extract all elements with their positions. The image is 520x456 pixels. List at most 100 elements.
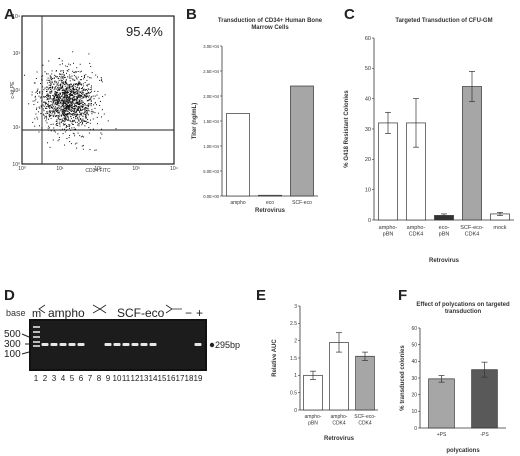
flow-event-dot [57,95,59,97]
flow-event-dot [36,71,38,73]
flow-event-dot [82,92,84,93]
flow-event-dot [82,97,84,99]
flow-event-dot [50,107,52,109]
flow-event-dot [76,71,77,73]
y-tick-label: 2.5 [290,321,297,327]
flow-event-dot [73,74,75,76]
flow-event-dot [41,100,43,102]
flow-event-dot [43,110,45,112]
flow-event-dot [69,99,71,101]
flow-event-dot [49,108,51,110]
lane-number: 12 [131,374,140,383]
flow-event-dot [66,87,68,88]
flow-event-dot [85,112,87,114]
flow-event-dot [78,120,80,122]
flow-event-dot [80,83,82,85]
flow-event-dot [62,99,64,101]
flow-event-dot [88,99,90,101]
flow-event-dot [46,118,48,120]
flow-event-dot [59,88,61,90]
flow-event-dot [52,102,54,104]
x-category-label: eco- [439,225,450,231]
flow-event-dot [66,138,68,139]
flow-event-dot [48,111,50,113]
flow-event-dot [81,109,83,111]
flow-event-dot [75,114,77,116]
x-axis-label: Retrovirus [324,436,355,442]
flow-event-dot [47,73,49,75]
flow-event-dot [38,111,39,113]
flow-event-dot [46,79,48,81]
flow-event-dot [48,118,50,120]
flow-event-dot [87,114,89,116]
flow-event-dot [85,93,87,95]
flow-event-dot [74,105,76,107]
flow-event-dot [74,111,76,113]
flow-event-dot [41,76,43,78]
flow-event-dot [48,110,50,112]
flow-event-dot [63,115,65,116]
x-category-label: SCF-eco [292,200,312,206]
flow-event-dot [62,87,64,89]
flow-event-dot [63,103,64,105]
flow-event-dot [79,102,81,104]
flow-event-dot [39,107,41,109]
flow-event-dot [90,105,92,107]
flow-event-dot [53,96,55,98]
y-tick-label: 20 [411,392,417,398]
flow-event-dot [78,123,80,125]
flow-event-dot [73,92,75,94]
flow-event-dot [65,102,67,104]
flow-event-dot [68,124,70,126]
flow-event-dot [75,98,77,100]
flow-event-dot [50,117,52,119]
flow-event-dot [65,107,67,109]
flow-event-dot [73,114,75,116]
flow-y-tick-label: 10³ [13,51,21,57]
flow-event-dot [82,90,84,92]
flow-event-dot [84,95,86,97]
flow-event-dot [72,119,74,121]
y-tick-label: 0 [414,426,417,432]
flow-event-dot [63,107,65,109]
flow-event-dot [62,84,64,86]
flow-event-dot [72,102,74,104]
flow-event-dot [74,119,76,121]
flow-event-dot [76,96,78,98]
y-axis-label: % G418 Resistant Colonies [344,90,350,168]
flow-event-dot [70,102,72,104]
flow-event-dot [90,98,92,100]
flow-event-dot [88,103,90,105]
flow-event-dot [71,75,73,77]
flow-event-dot [80,107,82,109]
x-category-label: mock [493,225,506,231]
flow-event-dot [33,82,35,84]
flow-event-dot [67,103,69,105]
flow-event-dot [75,98,77,100]
flow-event-dot [65,97,67,99]
flow-event-dot [69,112,70,114]
flow-event-dot [62,90,64,92]
flow-event-dot [78,106,80,108]
flow-event-dot [81,105,83,107]
flow-event-dot [52,111,54,113]
flow-event-dot [67,119,68,121]
flow-event-dot [52,104,53,106]
flow-event-dot [77,109,79,111]
y-tick-label: 3.0E+04 [203,44,219,49]
flow-event-dot [64,119,66,120]
flow-event-dot [54,104,56,106]
flow-event-dot [62,106,64,108]
flow-event-dot [41,96,43,98]
flow-event-dot [57,116,59,118]
flow-event-dot [56,102,58,104]
flow-event-dot [71,94,73,95]
flow-event-dot [77,92,78,94]
flow-event-dot [67,105,69,107]
flow-event-dot [58,102,60,104]
flow-event-dot [87,121,89,123]
flow-event-dot [77,124,79,126]
flow-event-dot [49,146,51,148]
flow-event-dot [59,92,61,94]
flow-event-dot [56,103,58,105]
